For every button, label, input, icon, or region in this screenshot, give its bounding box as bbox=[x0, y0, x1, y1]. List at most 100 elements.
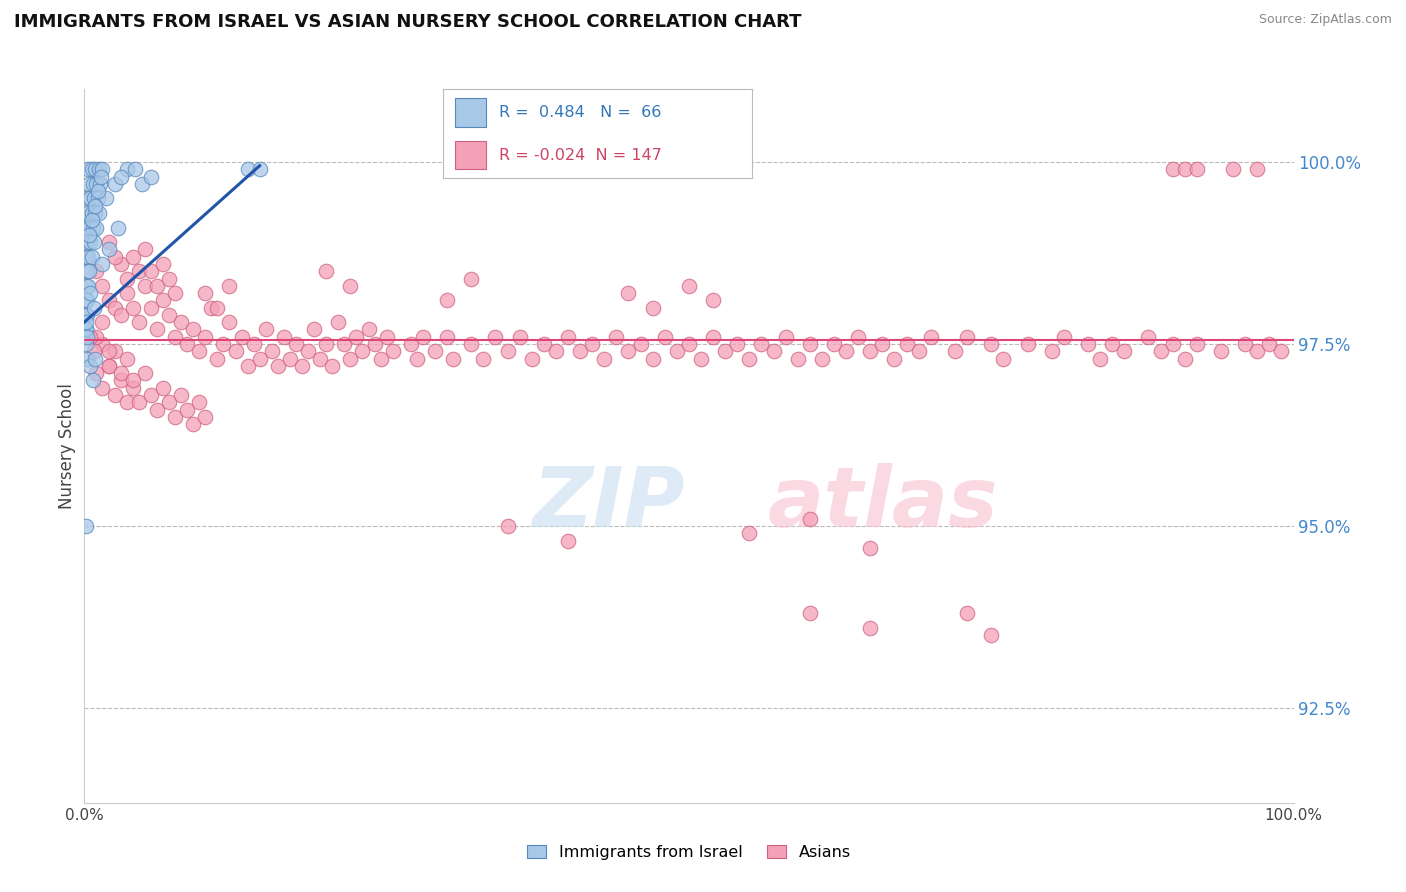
Point bbox=[79, 191, 101, 205]
Point bbox=[165, 330, 187, 344]
Point bbox=[1077, 337, 1099, 351]
Point bbox=[1222, 162, 1244, 177]
Point bbox=[115, 286, 138, 301]
Point bbox=[80, 213, 103, 227]
Point bbox=[76, 330, 98, 344]
Point bbox=[97, 293, 120, 308]
Point bbox=[1161, 162, 1184, 177]
Point bbox=[79, 330, 101, 344]
Point bbox=[91, 278, 114, 293]
Point bbox=[146, 402, 169, 417]
Point bbox=[339, 278, 361, 293]
Point bbox=[1246, 162, 1268, 177]
Point bbox=[82, 220, 104, 235]
Point bbox=[134, 278, 156, 293]
Point bbox=[412, 330, 434, 344]
Text: Source: ZipAtlas.com: Source: ZipAtlas.com bbox=[1258, 13, 1392, 27]
Point bbox=[641, 301, 664, 315]
Point bbox=[714, 344, 737, 359]
Point bbox=[1174, 351, 1197, 366]
Point bbox=[84, 199, 107, 213]
Point bbox=[97, 235, 120, 249]
Point bbox=[139, 301, 162, 315]
Point bbox=[157, 395, 180, 409]
Point bbox=[84, 351, 107, 366]
Point bbox=[605, 330, 627, 344]
Point bbox=[77, 206, 100, 220]
Point bbox=[86, 220, 108, 235]
Point bbox=[157, 308, 180, 322]
Point bbox=[115, 395, 138, 409]
Point bbox=[75, 250, 97, 264]
Point bbox=[799, 607, 821, 621]
Point bbox=[121, 381, 143, 395]
Point bbox=[75, 293, 97, 308]
Point bbox=[86, 330, 108, 344]
Point bbox=[90, 169, 112, 184]
Point bbox=[436, 330, 458, 344]
Point bbox=[115, 162, 138, 177]
Point bbox=[641, 351, 664, 366]
Point bbox=[218, 278, 240, 293]
Point bbox=[1137, 330, 1160, 344]
Point bbox=[399, 337, 422, 351]
Point bbox=[738, 351, 761, 366]
Point bbox=[107, 220, 129, 235]
Point bbox=[242, 337, 264, 351]
Text: R = -0.024  N = 147: R = -0.024 N = 147 bbox=[499, 148, 661, 162]
Point bbox=[83, 235, 105, 249]
Text: ZIP: ZIP bbox=[531, 463, 685, 543]
Point bbox=[83, 191, 105, 205]
Point bbox=[84, 162, 107, 177]
Point bbox=[339, 351, 361, 366]
Point bbox=[97, 344, 120, 359]
Point bbox=[131, 177, 153, 191]
Point bbox=[406, 351, 429, 366]
Point bbox=[121, 301, 143, 315]
Point bbox=[84, 206, 107, 220]
Point bbox=[97, 243, 120, 257]
Point bbox=[194, 409, 217, 424]
Point bbox=[441, 351, 464, 366]
Text: R =  0.484   N =  66: R = 0.484 N = 66 bbox=[499, 105, 661, 120]
Point bbox=[1149, 344, 1171, 359]
Point bbox=[86, 366, 108, 380]
Point bbox=[121, 374, 143, 388]
Point bbox=[920, 330, 942, 344]
Point bbox=[75, 315, 97, 329]
Point bbox=[104, 344, 127, 359]
Point bbox=[97, 359, 120, 373]
Point bbox=[859, 541, 882, 555]
Point bbox=[115, 271, 138, 285]
Point bbox=[80, 250, 103, 264]
Point bbox=[75, 278, 97, 293]
Point bbox=[302, 322, 325, 336]
Point bbox=[321, 359, 343, 373]
Point bbox=[75, 519, 97, 533]
Point bbox=[617, 286, 640, 301]
Point bbox=[170, 315, 193, 329]
Point bbox=[702, 293, 724, 308]
Point bbox=[76, 235, 98, 249]
Point bbox=[170, 388, 193, 402]
Point bbox=[472, 351, 495, 366]
Point bbox=[75, 337, 97, 351]
Point bbox=[236, 359, 259, 373]
Point bbox=[139, 388, 162, 402]
Point bbox=[291, 359, 314, 373]
Point bbox=[75, 220, 97, 235]
Point bbox=[943, 344, 966, 359]
Point bbox=[94, 191, 117, 205]
Point bbox=[249, 162, 271, 177]
Legend: Immigrants from Israel, Asians: Immigrants from Israel, Asians bbox=[520, 838, 858, 866]
Point bbox=[194, 330, 217, 344]
Point bbox=[520, 351, 543, 366]
Point bbox=[1088, 351, 1111, 366]
Point bbox=[207, 301, 229, 315]
Point bbox=[76, 264, 98, 278]
Point bbox=[1114, 344, 1136, 359]
Point bbox=[484, 330, 506, 344]
Point bbox=[1246, 344, 1268, 359]
Point bbox=[79, 286, 101, 301]
Point bbox=[152, 293, 174, 308]
